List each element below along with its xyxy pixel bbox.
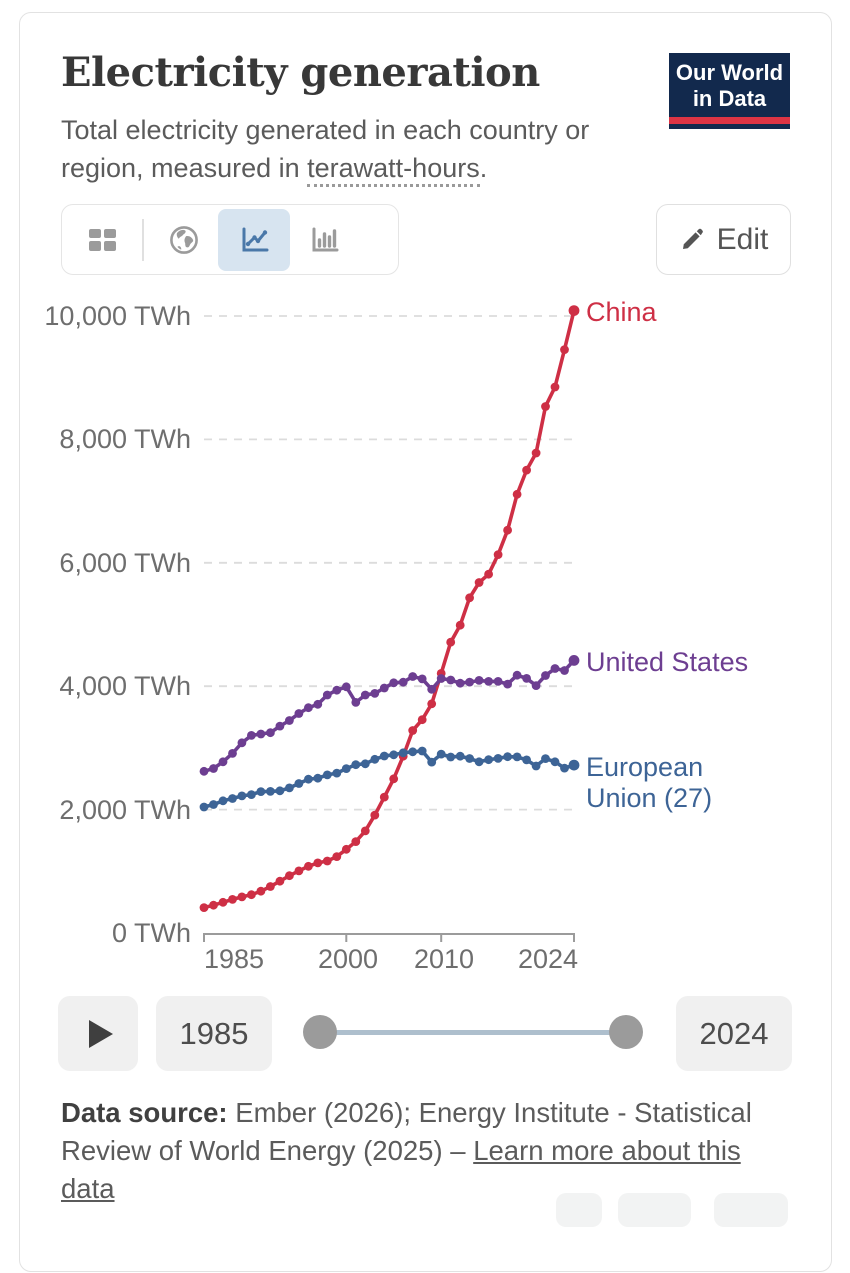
data-source-note: Data source: Ember (2026); Energy Instit… bbox=[61, 1094, 777, 1208]
series-label-china[interactable]: China bbox=[586, 297, 657, 327]
view-toggle bbox=[61, 204, 399, 275]
logo-line1: Our World bbox=[675, 60, 784, 85]
map-view-button[interactable] bbox=[154, 211, 214, 269]
series-label-united-states[interactable]: United States bbox=[586, 647, 749, 677]
bottom-action-button[interactable] bbox=[618, 1193, 691, 1227]
y-axis-label: 0 TWh bbox=[111, 918, 191, 948]
timeline-end-year[interactable]: 2024 bbox=[676, 996, 792, 1071]
play-button[interactable] bbox=[58, 996, 138, 1071]
table-view-button[interactable] bbox=[72, 211, 132, 269]
slider-handle-start[interactable] bbox=[303, 1015, 337, 1049]
timeline-slider[interactable] bbox=[303, 1014, 643, 1050]
toolbar-divider bbox=[142, 218, 144, 261]
y-axis-label: 4,000 TWh bbox=[59, 671, 191, 701]
x-axis-label: 2024 bbox=[517, 944, 579, 974]
line-chart-icon bbox=[242, 227, 268, 251]
globe-icon bbox=[169, 225, 198, 254]
chart-svg bbox=[199, 305, 580, 942]
series-label-european-union[interactable]: European Union (27) bbox=[586, 752, 713, 814]
x-axis-label: 1985 bbox=[203, 944, 265, 974]
subtitle-text: Total electricity generated in each coun… bbox=[61, 115, 590, 184]
subtitle-term-link[interactable]: terawatt-hours bbox=[307, 153, 480, 188]
chart-subtitle: Total electricity generated in each coun… bbox=[61, 111, 661, 188]
chart-card: Electricity generation Our World in Data… bbox=[19, 12, 832, 1272]
data-source-label: Data source: bbox=[61, 1097, 228, 1128]
pencil-icon bbox=[682, 228, 703, 249]
logo-line2: in Data bbox=[692, 85, 767, 111]
edit-button[interactable]: Edit bbox=[656, 204, 791, 275]
y-axis-label: 6,000 TWh bbox=[59, 548, 191, 578]
owid-logo[interactable]: Our World in Data bbox=[669, 53, 790, 129]
line-chart-view-button[interactable] bbox=[217, 208, 290, 271]
bar-chart-icon bbox=[312, 227, 338, 251]
logo-red-bar bbox=[669, 116, 790, 124]
learn-more-link[interactable]: Learn more about this data bbox=[61, 1134, 741, 1204]
play-icon bbox=[89, 1019, 113, 1048]
subtitle-suffix: . bbox=[479, 153, 488, 184]
slider-track[interactable] bbox=[320, 1030, 626, 1035]
data-source-text: Ember (2026); Energy Institute - Statist… bbox=[61, 1097, 752, 1166]
y-axis-label: 8,000 TWh bbox=[59, 424, 191, 454]
y-axis-label: 10,000 TWh bbox=[44, 301, 191, 331]
bottom-action-button[interactable] bbox=[556, 1193, 602, 1227]
table-icon bbox=[89, 228, 116, 251]
bar-chart-view-button[interactable] bbox=[294, 211, 354, 269]
edit-button-label: Edit bbox=[716, 222, 769, 256]
timeline-start-year[interactable]: 1985 bbox=[156, 996, 272, 1071]
x-axis-label: 2010 bbox=[413, 944, 475, 974]
bottom-action-button[interactable] bbox=[714, 1193, 788, 1227]
x-axis-label: 2000 bbox=[317, 944, 379, 974]
page-title: Electricity generation bbox=[61, 49, 540, 96]
y-axis-label: 2,000 TWh bbox=[59, 795, 191, 825]
slider-handle-end[interactable] bbox=[609, 1015, 643, 1049]
